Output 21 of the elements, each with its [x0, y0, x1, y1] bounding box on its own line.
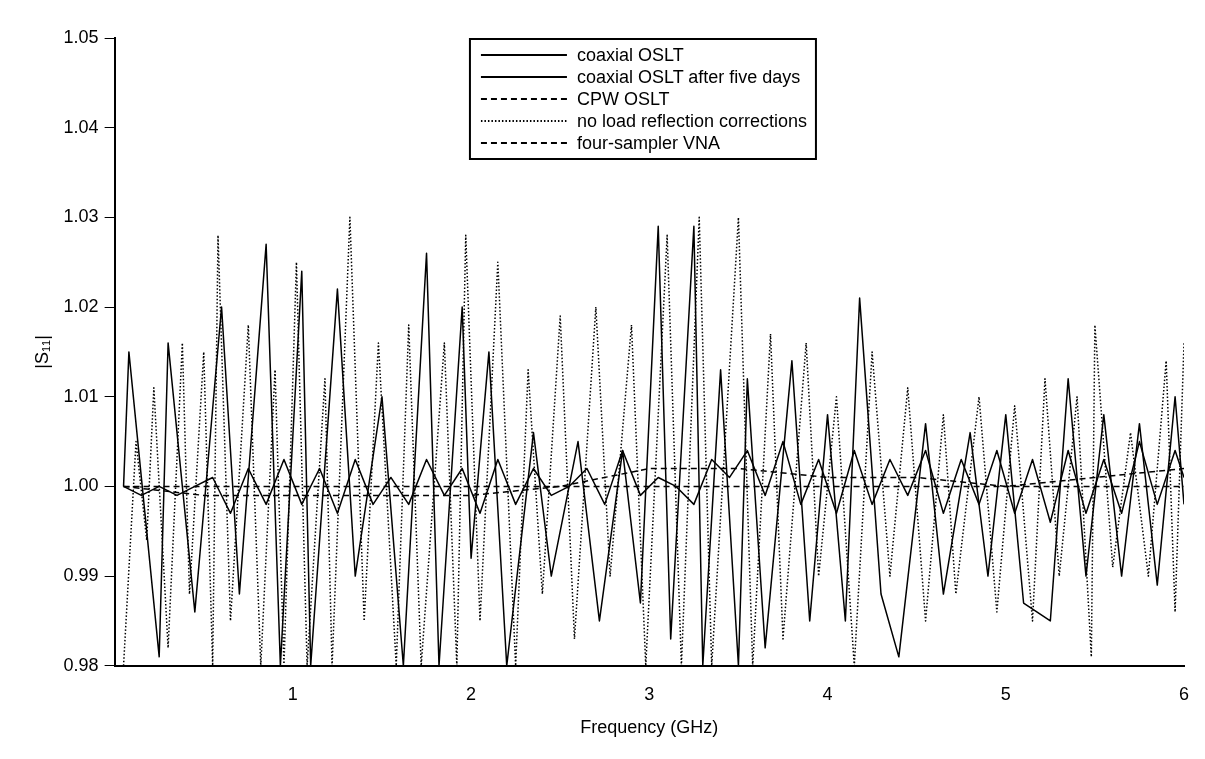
- x-tick-label: 4: [822, 683, 833, 704]
- x-tick-label: 3: [644, 683, 655, 704]
- legend-label: coaxial OSLT: [576, 44, 684, 66]
- x-tick-label: 5: [1000, 683, 1011, 704]
- x-tick-label: 2: [466, 683, 477, 704]
- x-tick-label: 1: [287, 683, 298, 704]
- y-tick-label: 1.02: [63, 296, 99, 317]
- y-tick-label: 1.05: [63, 26, 99, 47]
- y-tick-label: 1.00: [63, 475, 99, 496]
- legend-label: four-sampler VNA: [576, 132, 720, 154]
- x-tick-label: 6: [1178, 683, 1190, 704]
- y-tick-label: 1.04: [63, 116, 99, 137]
- legend-label: coaxial OSLT after five days: [576, 66, 801, 88]
- legend-label: CPW OSLT: [576, 88, 670, 110]
- legend-label: no load reflection corrections: [576, 110, 808, 132]
- y-tick-label: 0.99: [63, 565, 99, 586]
- y-axis-title: |S₁₁|: [31, 335, 52, 369]
- x-axis-title: Frequency (GHz): [580, 717, 719, 738]
- y-tick-label: 1.03: [63, 206, 99, 227]
- y-tick-label: 0.98: [63, 654, 99, 675]
- y-tick-label: 1.01: [63, 385, 99, 406]
